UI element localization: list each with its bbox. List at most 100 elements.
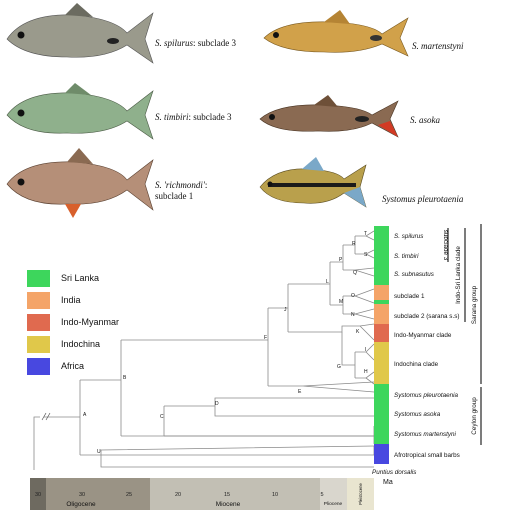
epoch-band-oligocene	[46, 478, 150, 510]
tip-label-spilurus: S. spilurus	[394, 233, 424, 240]
legend-item-africa: Africa	[27, 358, 137, 378]
time-ticks: 30 30 25 20 15 10 5	[35, 492, 324, 498]
legend-swatch	[27, 336, 50, 353]
epoch-labels: Oligocene Miocene Pliocene Pleistocene	[66, 483, 363, 508]
tree-branches	[33, 230, 375, 470]
node-label-t: T	[364, 231, 367, 237]
legend-label: Indo-Myanmar	[61, 317, 120, 327]
bar-segment	[374, 404, 389, 424]
caption-richmondi: S. 'richmondi': subclade 1	[155, 180, 208, 201]
bar-segment	[374, 264, 389, 282]
bar-segment	[374, 285, 389, 300]
node-label-o: O	[351, 293, 355, 299]
node-label-f: F	[264, 335, 267, 341]
node-label-u: U	[97, 449, 101, 455]
caption-timbiri: S. timbiri: subclade 3	[155, 112, 232, 122]
tip-label-afrotropical: Afrotropical small barbs	[394, 452, 460, 459]
legend-item-indo-myanmar: Indo-Myanmar	[27, 314, 137, 334]
legend-label: Sri Lanka	[61, 273, 100, 283]
node-label-q: Q	[353, 270, 357, 276]
legend-item-india: India	[27, 292, 137, 312]
time-unit-label: Ma	[383, 479, 393, 486]
node-label-l: L	[326, 279, 329, 285]
time-tick: 20	[175, 492, 181, 498]
node-label-i: I	[365, 347, 366, 353]
bar-segment	[374, 245, 389, 264]
bar-segment	[374, 300, 389, 304]
tip-label-indochina: Indochina clade	[394, 361, 439, 368]
legend-swatch	[27, 270, 50, 287]
node-labels: A B C D E F G H I J K L M N O P Q R S T …	[83, 231, 368, 455]
legend-swatch	[27, 314, 50, 331]
epoch-label-miocene: Miocene	[216, 501, 241, 508]
legend-label: Africa	[61, 361, 85, 371]
caption-pleurotaenia: Systomus pleurotaenia	[382, 194, 464, 204]
bar-segment	[374, 226, 389, 245]
epoch-band-pleistocene	[347, 478, 374, 510]
node-label-m: M	[339, 299, 343, 305]
group-label-sarana: Sarana group	[471, 285, 478, 324]
node-label-s: S	[364, 252, 368, 258]
tip-label-indo-myanmar: Indo-Myanmar clade	[394, 332, 452, 339]
bar-segment	[374, 342, 389, 384]
region-color-bar	[374, 226, 389, 464]
fish-photo-timbiri	[6, 83, 154, 140]
tip-label-timbiri: S. timbiri	[394, 253, 419, 260]
epoch-label-pleistocene: Pleistocene	[358, 483, 363, 505]
bar-segment	[374, 424, 389, 444]
time-tick: 5	[320, 492, 323, 498]
bar-segment	[374, 444, 389, 464]
fish-photo-martenstyni	[263, 10, 409, 57]
tip-label-subclade-1: subclade 1	[394, 293, 425, 300]
fish-photo-pleurotaenia	[259, 157, 367, 208]
legend-item-sri-lanka: Sri Lanka	[27, 270, 137, 290]
node-label-h: H	[364, 369, 368, 375]
node-label-d: D	[215, 401, 219, 407]
caption-spilurus: S. spilurus: subclade 3	[155, 38, 237, 48]
time-tick: 25	[126, 492, 132, 498]
node-label-a: A	[83, 412, 87, 418]
legend-item-indochina: Indochina	[27, 336, 137, 356]
group-label-ceylon: Ceylon group	[471, 397, 478, 435]
group-brackets	[447, 224, 482, 445]
node-label-j: J	[284, 307, 287, 313]
legend-label: Indochina	[61, 339, 101, 349]
caption-asoka: S. asoka	[410, 115, 440, 125]
time-tick: 30	[35, 492, 41, 498]
bar-segment	[374, 282, 389, 285]
node-label-p: P	[339, 257, 343, 263]
time-tick: 10	[272, 492, 278, 498]
bar-segment	[374, 324, 389, 342]
node-label-g: G	[337, 364, 341, 370]
epoch-band-miocene	[150, 478, 320, 510]
legend-swatch	[27, 358, 50, 375]
epoch-band-pliocene	[320, 478, 347, 510]
tip-label-asoka: Systomus asoka	[394, 411, 441, 418]
group-labels: subclade 3 Indo-Sri Lanka clade Sarana g…	[442, 230, 478, 435]
tip-label-pleurotaenia: Systomus pleurotaenia	[394, 392, 459, 399]
bar-segment	[374, 384, 389, 404]
tip-label-dorsalis: Puntius dorsalis	[372, 469, 417, 476]
tip-label-subnasutus: S. subnasutus	[394, 271, 435, 278]
time-tick: 30	[79, 492, 85, 498]
epoch-band-oligocene-dark	[30, 478, 46, 510]
node-label-b: B	[123, 375, 127, 381]
tip-labels: S. spilurus S. timbiri S. subnasutus sub…	[372, 233, 460, 476]
legend-swatch	[27, 292, 50, 309]
node-label-e: E	[298, 389, 302, 395]
node-label-k: K	[356, 329, 360, 335]
tip-label-martenstyni: Systomus martenstyni	[394, 431, 457, 438]
legend-label: India	[61, 295, 81, 305]
node-label-n: N	[351, 312, 355, 318]
group-label-indo-sri-lanka: Indo-Sri Lanka clade	[455, 246, 462, 304]
bar-segment	[374, 304, 389, 324]
time-tick: 15	[224, 492, 230, 498]
epoch-label-oligocene: Oligocene	[66, 501, 96, 508]
fish-photo-asoka	[259, 95, 399, 138]
caption-martenstyni: S. martenstyni	[412, 41, 464, 51]
epoch-label-pliocene: Pliocene	[324, 501, 343, 507]
node-label-c: C	[160, 414, 164, 420]
tip-label-subclade-2: subclade 2 (sarana s.s)	[394, 313, 459, 320]
time-scale	[30, 478, 374, 510]
